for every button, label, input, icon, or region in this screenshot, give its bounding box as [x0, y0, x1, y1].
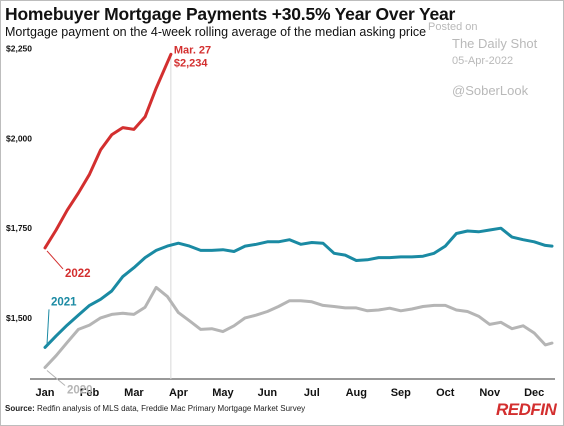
x-tick-label-oct: Oct [436, 387, 455, 399]
x-tick-label-sep: Sep [391, 387, 411, 399]
annotation-value: $2,234 [174, 57, 209, 69]
y-tick-label: $2,000 [6, 133, 32, 143]
redfin-logo: REDFIN [496, 400, 557, 419]
series-label-2020: 2020 [67, 385, 93, 397]
y-tick-label: $1,750 [6, 223, 32, 233]
x-tick-label-apr: Apr [169, 387, 189, 399]
annotation-date: Mar. 27 [174, 44, 211, 56]
watermark-handle: @SoberLook [452, 83, 529, 98]
watermark-posted: Posted on [428, 21, 478, 33]
series-line-2020 [43, 285, 554, 369]
chart-title: Homebuyer Mortgage Payments +30.5% Year … [5, 4, 456, 24]
x-tick-label-dec: Dec [524, 387, 544, 399]
x-tick-label-feb: Feb [80, 387, 100, 399]
x-tick-label-mar: Mar [124, 387, 144, 399]
series-connector-2022 [46, 250, 64, 270]
source-note: Source: Redfin analysis of MLS data, Fre… [5, 404, 305, 413]
series-line-2021 [43, 226, 554, 349]
series-label-2021: 2021 [51, 296, 77, 308]
y-tick-label: $1,500 [6, 313, 32, 323]
source-label: Source: [5, 404, 35, 413]
y-tick-label: $2,250 [6, 44, 32, 54]
x-tick-label-aug: Aug [346, 387, 367, 399]
source-text: Redfin analysis of MLS data, Freddie Mac… [37, 404, 306, 413]
x-tick-label-nov: Nov [479, 387, 501, 399]
x-tick-label-jul: Jul [304, 387, 320, 399]
x-tick-label-jan: Jan [36, 387, 55, 399]
series-connector-2020 [46, 370, 66, 386]
series-line-2022 [43, 52, 173, 250]
series-label-2022: 2022 [65, 268, 91, 280]
watermark-source: The Daily Shot [452, 36, 538, 51]
chart-subtitle: Mortgage payment on the 4-week rolling a… [5, 25, 427, 39]
series-connector-2021 [46, 309, 50, 345]
watermark-date: 05-Apr-2022 [452, 55, 514, 67]
x-tick-label-may: May [212, 387, 234, 399]
x-tick-label-jun: Jun [258, 387, 278, 399]
